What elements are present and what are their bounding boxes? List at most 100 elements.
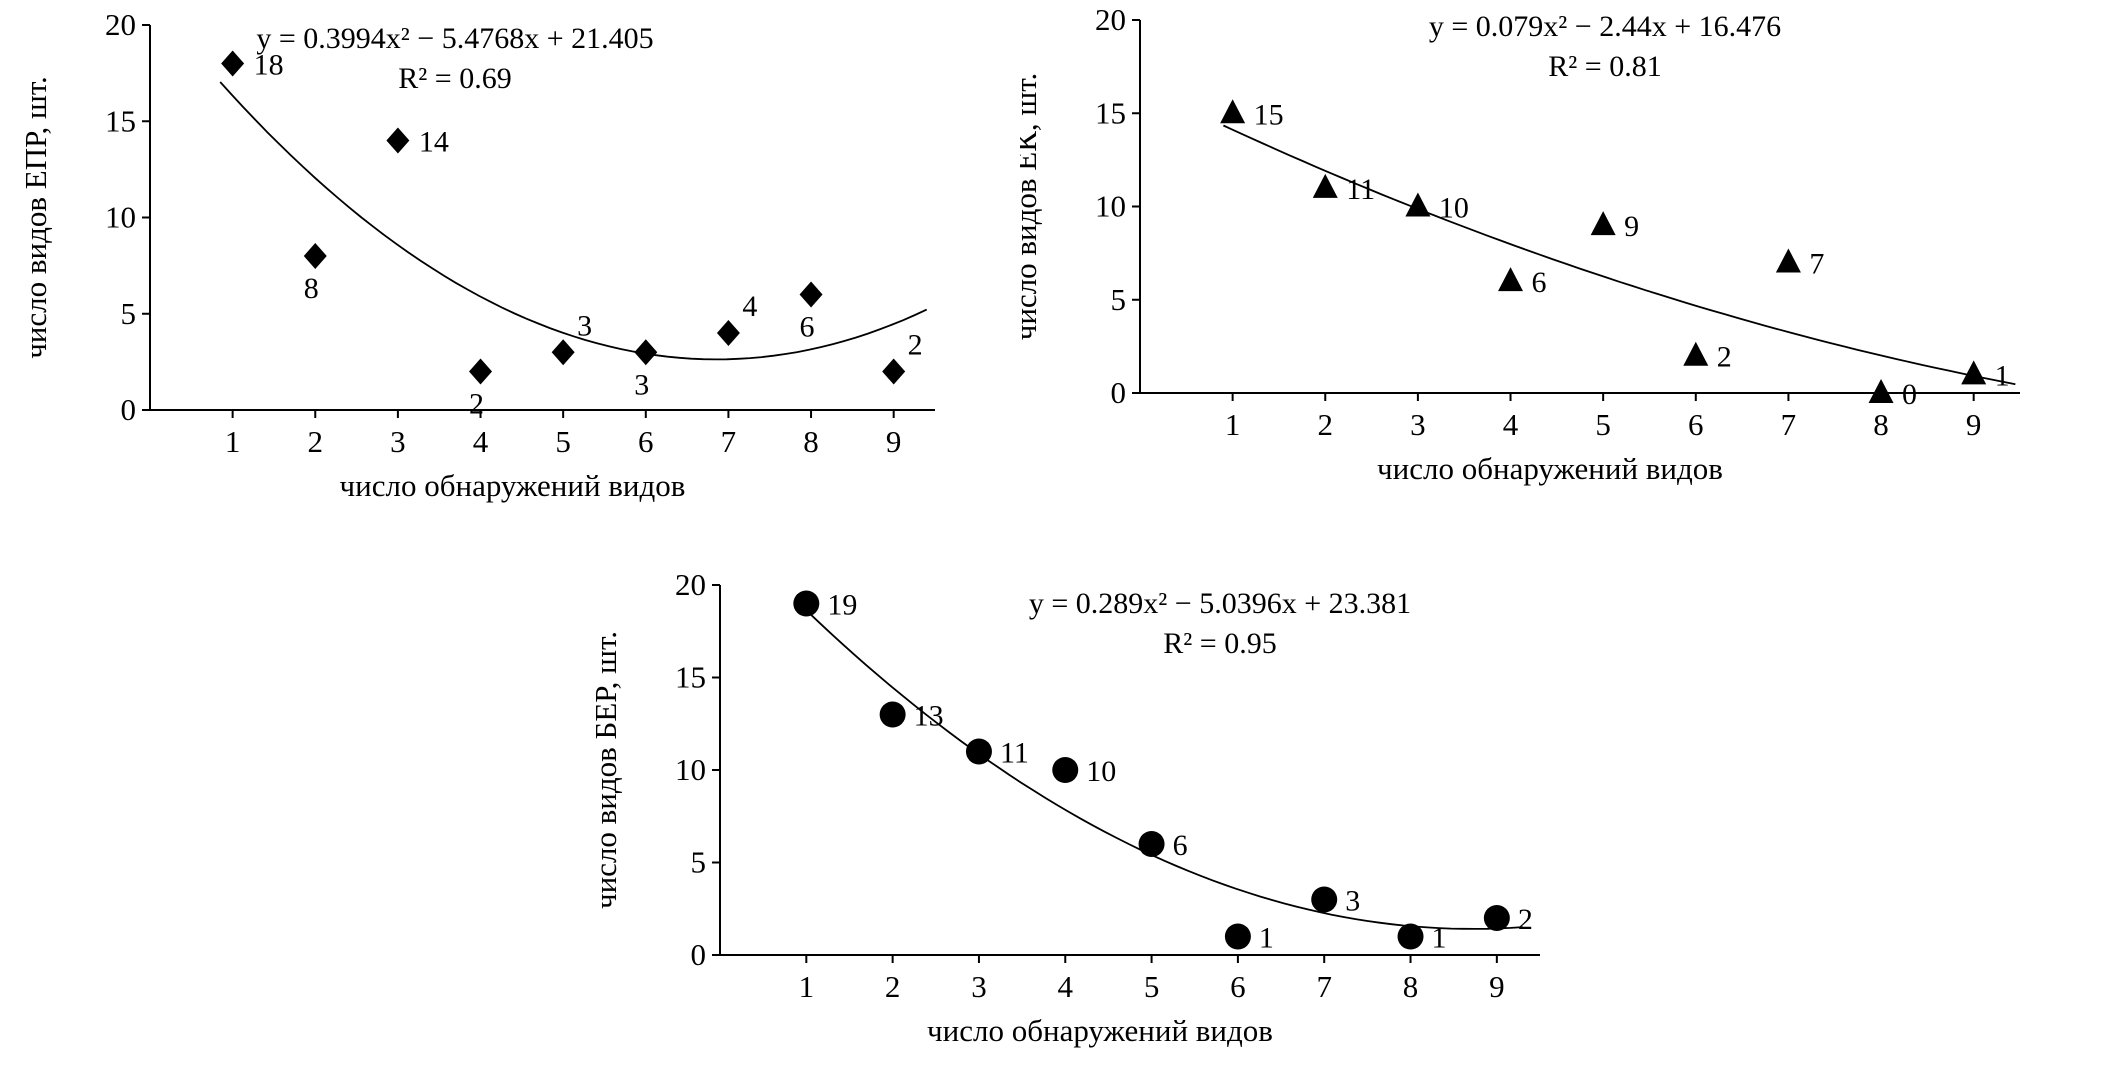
data-point-label: 1 [1432,922,1447,955]
data-point-marker [1498,267,1524,292]
y-tick-label: 15 [675,660,706,695]
data-point-label: 10 [1439,192,1469,225]
data-point-marker [1397,923,1424,950]
x-tick-label: 8 [803,424,819,459]
data-point-label: 1 [1259,922,1274,955]
chart-svg-ber: 0 5 10 15 20 1 2 3 4 5 6 7 8 9 число обнаружений видов… [588,567,1540,1048]
data-point-label: 18 [254,49,284,82]
data-point-marker [1311,886,1338,913]
x-tick-label: 3 [971,969,987,1004]
x-tick-label: 5 [555,424,571,459]
x-tick-label: 2 [1318,407,1334,442]
x-tick-label: 3 [390,424,406,459]
x-tick-label: 7 [1781,407,1797,442]
chart-svg-epr: 0 5 10 15 20 1 2 3 4 5 6 7 8 9 число обнаружений видов… [18,7,935,503]
y-axis-title: число видов БЕР, шт. [588,631,623,909]
data-point-marker [1483,905,1510,931]
x-tick-label: 6 [1230,969,1246,1004]
x-tick-label: 7 [1316,969,1332,1004]
equation-label: y = 0.289x² − 5.0396x + 23.381 [1029,587,1411,620]
data-point-label: 2 [1717,341,1732,374]
data-point-marker [1138,831,1165,857]
data-point-marker [1312,173,1338,198]
y-tick-label: 10 [105,200,136,235]
y-tick-label: 5 [121,296,137,331]
y-tick-label: 0 [691,937,707,972]
data-point-marker [1590,211,1616,236]
data-point-marker [1868,379,1894,403]
chart-ber: 0 5 10 15 20 1 2 3 4 5 6 7 8 9 число обнаружений видов… [580,555,1640,1069]
equation-label: y = 0.3994x² − 5.4768x + 21.405 [256,22,653,55]
r-squared-label: R² = 0.69 [398,62,511,95]
trend-curve [219,81,928,361]
data-point-label: 2 [908,329,923,362]
y-tick-label: 0 [1111,375,1127,410]
data-point-label: 11 [1000,737,1029,770]
y-axis-title: число видов ЕК, шт. [1020,73,1043,341]
data-point-label: 2 [1518,903,1533,936]
data-point-marker [1052,757,1079,783]
x-tick-label: 1 [799,969,815,1004]
data-point-marker [386,127,410,154]
y-tick-label: 5 [691,845,707,880]
data-point-marker [634,339,658,366]
r-squared-label: R² = 0.95 [1163,627,1276,660]
data-point-marker [221,50,245,77]
x-tick-label: 2 [885,969,901,1004]
x-axis-title: число обнаружений видов [1377,451,1723,486]
y-tick-label: 5 [1111,282,1127,317]
data-point-marker [551,339,575,366]
x-tick-label: 8 [1873,407,1889,442]
x-tick-label: 9 [1489,969,1505,1004]
data-point-marker [1961,360,1987,385]
data-point-label: 6 [1532,266,1547,299]
data-point-label: 1 [1995,359,2010,392]
data-point-label: 15 [1254,98,1284,131]
y-tick-label: 10 [1095,189,1126,224]
x-tick-label: 4 [1058,969,1074,1004]
data-point-label: 7 [1809,247,1824,280]
data-point-label: 13 [914,700,944,733]
y-tick-label: 15 [1095,95,1126,130]
data-point-label: 2 [469,388,484,421]
data-point-label: 3 [1345,885,1360,918]
data-point-label: 11 [1346,173,1375,206]
data-point-marker [882,358,906,385]
x-tick-label: 9 [886,424,902,459]
data-point-marker [1220,99,1246,124]
x-tick-label: 7 [721,424,737,459]
data-point-marker [1775,248,1801,273]
y-tick-label: 20 [105,7,136,42]
trend-curve [805,609,1523,930]
y-tick-label: 10 [675,752,706,787]
data-point-label: 3 [577,309,592,342]
data-point-label: 19 [827,589,857,622]
chart-ek: 0 5 10 15 20 1 2 3 4 5 6 7 8 9 число обнаружений видов… [1008,0,2119,520]
x-tick-label: 5 [1144,969,1160,1004]
data-point-marker [716,320,740,346]
x-tick-label: 6 [1688,407,1704,442]
y-axis-title: число видов ЕПР, шт. [18,76,53,359]
x-axis-title: число обнаружений видов [927,1013,1273,1048]
data-point-marker [1683,341,1709,366]
data-point-marker [965,738,992,765]
data-point-label: 3 [634,368,649,401]
data-point-label: 9 [1624,210,1639,243]
x-tick-label: 6 [638,424,654,459]
data-point-marker [799,281,823,308]
y-tick-label: 0 [121,392,137,427]
x-tick-label: 8 [1403,969,1419,1004]
y-tick-label: 15 [105,103,136,138]
x-tick-label: 4 [473,424,489,459]
x-tick-label: 4 [1503,407,1519,442]
r-squared-label: R² = 0.81 [1548,50,1661,83]
x-tick-label: 1 [1225,407,1241,442]
data-point-label: 14 [419,126,449,159]
chart-epr: 0 5 10 15 20 1 2 3 4 5 6 7 8 9 число обнаружений видов… [0,0,1000,540]
equation-label: y = 0.079x² − 2.44x + 16.476 [1429,10,1781,43]
y-tick-label: 20 [1095,2,1126,37]
x-axis-title: число обнаружений видов [340,468,686,503]
data-point-label: 10 [1086,755,1116,788]
x-tick-label: 5 [1595,407,1611,442]
